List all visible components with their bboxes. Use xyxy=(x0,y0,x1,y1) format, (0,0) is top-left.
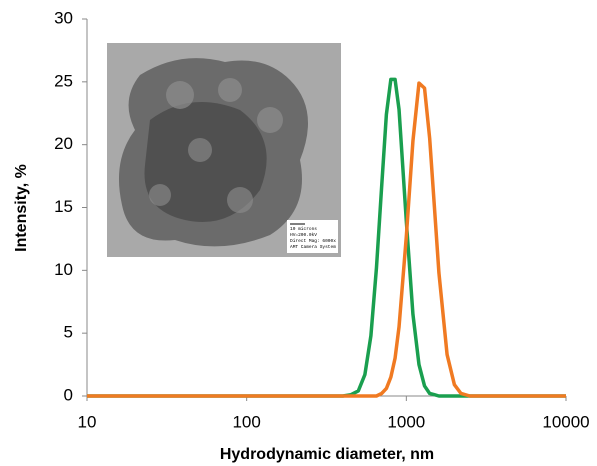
y-tick-label: 15 xyxy=(54,197,73,216)
series-line xyxy=(87,81,566,398)
y-tick-label: 0 xyxy=(64,385,73,404)
x-tick-label: 10000 xyxy=(542,412,589,431)
y-tick-label: 5 xyxy=(64,323,73,342)
x-tick-label: 10 xyxy=(78,412,97,431)
x-tick-label: 100 xyxy=(232,412,260,431)
inset-label: AMT Camera System xyxy=(290,244,336,250)
y-tick-label: 30 xyxy=(54,8,73,27)
y-tick-label: 10 xyxy=(54,260,73,279)
inset-label: 10 microns xyxy=(290,226,317,232)
y-tick-label: 25 xyxy=(54,71,73,90)
series-line xyxy=(87,77,566,398)
y-axis-title: Intensity, % xyxy=(13,164,30,252)
y-tick-label: 20 xyxy=(54,134,73,153)
x-axis-title: Hydrodynamic diameter, nm xyxy=(220,446,434,463)
inset-label: Direct Mag: 6000x xyxy=(290,238,336,244)
inset-image xyxy=(107,43,341,257)
inset-label: HV=200.0kV xyxy=(290,232,317,238)
x-tick-label: 1000 xyxy=(387,412,425,431)
